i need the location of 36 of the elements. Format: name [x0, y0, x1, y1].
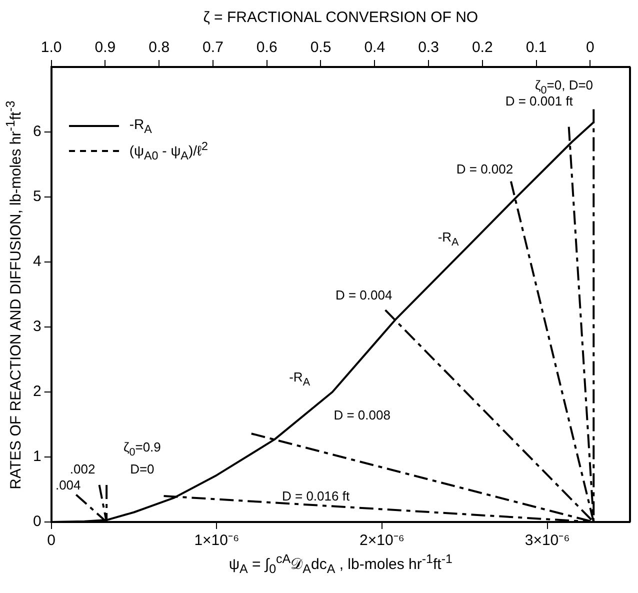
annotation: D = 0.016 ft: [282, 488, 350, 504]
annotation: .004: [55, 478, 81, 493]
x2-tick-label: 0.2: [472, 39, 493, 56]
x-tick-label: 2×10⁻⁶: [360, 532, 404, 550]
y-tick-label: 2: [33, 383, 42, 400]
y-tick-label: 3: [33, 318, 42, 336]
x-tick-label: 3×10⁻⁶: [524, 532, 570, 550]
y-tick-label: 1: [33, 448, 42, 466]
x-tick-label: 1×10⁻⁶: [194, 532, 240, 550]
x2-tick-label: 1.0: [40, 39, 62, 56]
annotation: D = 0.004: [335, 287, 392, 302]
legend-label: (ψ$_{A0}$ - ψ$_{A}$)/ℓ$^{2}$: [129, 140, 208, 162]
y-tick-label: 0: [33, 513, 42, 530]
x2-axis-title: ζ = FRACTIONAL CONVERSION OF NO: [203, 9, 478, 26]
x2-tick-label: 0.7: [202, 39, 224, 56]
annotation: .002: [70, 461, 96, 476]
annotation: ζ$_{0}$=0.9: [123, 440, 161, 458]
x2-tick-label: 0.4: [364, 39, 386, 56]
x2-tick-label: 0.5: [310, 39, 332, 56]
annotation: D=0: [130, 461, 154, 476]
y-tick-label: 4: [33, 253, 42, 270]
text: ψ$_{A}$ = ∫$_{0}$$^{cA}$𝒟$_{A}$dc$_{A}$ , lb-moles hr$^{-1}$ft$^{-1}$: [228, 552, 452, 576]
x-tick-label: 0: [47, 532, 56, 550]
y-tick-label: 5: [33, 188, 42, 206]
annotation: D = 0.008: [334, 407, 390, 422]
x2-tick-label: 0.1: [526, 39, 547, 56]
annotation: -R$_{A}$: [289, 370, 310, 388]
x2-tick-label: 0.8: [148, 39, 170, 56]
x2-tick-label: 0: [586, 39, 594, 56]
annotation: -R$_{A}$: [438, 230, 459, 249]
legend-label: -R$_{A}$: [129, 116, 152, 136]
annotation: D = 0.002: [456, 161, 514, 176]
y-tick-label: 6: [33, 123, 42, 140]
x2-tick-label: 0.6: [256, 39, 278, 56]
x2-tick-label: 0.3: [418, 39, 439, 56]
x2-tick-label: 0.9: [94, 39, 116, 56]
